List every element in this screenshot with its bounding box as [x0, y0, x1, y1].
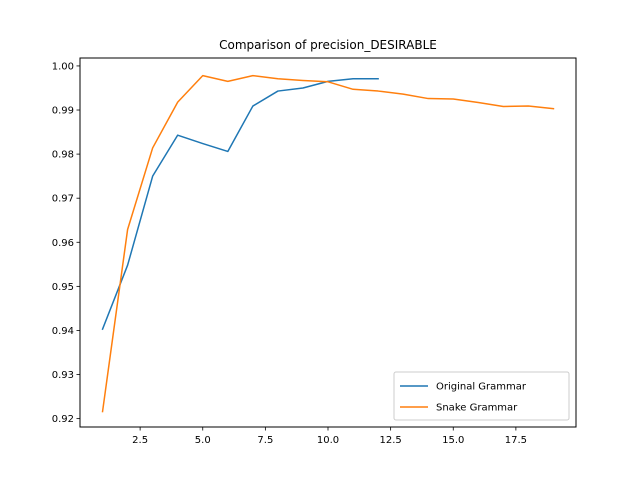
- y-tick-label: 0.93: [52, 370, 74, 381]
- series-line: [101, 74, 555, 413]
- chart-title: Comparison of precision_DESIRABLE: [219, 38, 437, 52]
- series-line: [101, 77, 379, 331]
- series-layer: [101, 74, 555, 413]
- y-tick-label: 0.92: [52, 414, 74, 425]
- legend-box: [393, 371, 570, 421]
- plot-frame: [79, 57, 577, 428]
- series-snake-grammar: [101, 74, 555, 413]
- x-tick-label: 5.0: [195, 435, 211, 446]
- y-tick-label: 0.95: [52, 282, 74, 293]
- y-tick-label: 0.96: [52, 238, 74, 249]
- x-tick-label: 7.5: [257, 435, 273, 446]
- legend-label: Original Grammar: [436, 382, 527, 393]
- x-tick-label: 10.0: [317, 435, 339, 446]
- x-tick-label: 12.5: [379, 435, 401, 446]
- y-tick-label: 0.94: [52, 326, 74, 337]
- legend-label: Snake Grammar: [436, 403, 518, 414]
- x-axis: 2.5 5.0 7.5 10.0 12.5 15.0 17.5: [132, 427, 527, 446]
- y-axis: 0.92 0.93 0.94 0.95 0.96 0.97 0.98 0.99 1.00: [52, 61, 80, 425]
- x-tick-label: 17.5: [505, 435, 527, 446]
- legend: Original Grammar Snake Grammar: [393, 371, 570, 421]
- x-tick-label: 2.5: [132, 435, 148, 446]
- series-original-grammar: [101, 77, 379, 331]
- y-tick-label: 0.98: [52, 150, 74, 161]
- y-tick-label: 0.99: [52, 106, 74, 117]
- x-tick-label: 15.0: [442, 435, 464, 446]
- y-tick-label: 0.97: [52, 194, 74, 205]
- y-tick-label: 1.00: [52, 61, 74, 72]
